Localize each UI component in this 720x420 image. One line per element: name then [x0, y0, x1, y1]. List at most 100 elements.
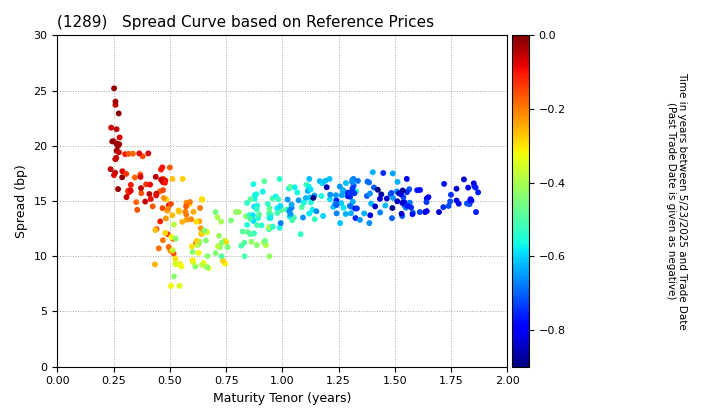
Point [334, 220, 346, 226]
Point [191, 237, 202, 244]
Point [318, 213, 329, 219]
Point [275, 220, 287, 226]
Point [411, 187, 423, 194]
Point [303, 183, 315, 190]
Point [248, 218, 259, 224]
Point [444, 198, 456, 205]
Point [414, 209, 426, 215]
Point [248, 203, 260, 210]
Point [191, 218, 202, 225]
Point [144, 181, 156, 188]
Point [364, 190, 376, 197]
Point [364, 212, 376, 219]
Point [111, 126, 122, 133]
Point [307, 207, 318, 213]
Point [181, 211, 192, 218]
Point [241, 200, 253, 206]
Point [186, 257, 198, 264]
Point [130, 199, 142, 205]
Point [245, 231, 256, 237]
Point [125, 187, 136, 194]
Point [365, 200, 377, 207]
Point [110, 155, 122, 161]
Point [150, 227, 161, 234]
Point [185, 216, 197, 223]
Point [125, 188, 136, 194]
X-axis label: Maturity Tenor (years): Maturity Tenor (years) [213, 392, 351, 405]
Point [421, 195, 433, 202]
Point [345, 203, 356, 210]
Point [113, 110, 125, 117]
Point [202, 264, 213, 271]
Point [129, 174, 140, 181]
Point [143, 150, 154, 157]
Point [153, 245, 165, 252]
Point [443, 202, 454, 209]
Point [170, 260, 181, 267]
Point [190, 239, 202, 246]
Point [309, 216, 320, 223]
Point [385, 191, 397, 197]
Point [192, 241, 204, 247]
Point [251, 241, 263, 248]
Point [117, 168, 128, 175]
Point [125, 181, 137, 188]
Point [289, 184, 300, 191]
Point [445, 192, 456, 198]
Point [109, 98, 121, 105]
Point [156, 176, 167, 183]
Point [252, 215, 264, 221]
Point [392, 198, 403, 205]
Point [160, 230, 171, 236]
Point [407, 209, 418, 216]
Point [197, 197, 208, 203]
Point [317, 180, 328, 186]
Point [253, 211, 265, 218]
Point [264, 253, 275, 260]
Point [251, 202, 263, 209]
Point [274, 176, 285, 182]
Point [304, 176, 315, 182]
Point [244, 215, 256, 222]
Point [194, 239, 205, 245]
Point [174, 283, 185, 289]
Point [309, 192, 320, 199]
Point [414, 186, 426, 193]
Point [110, 140, 122, 147]
Point [167, 176, 179, 182]
Point [352, 178, 364, 184]
Point [302, 188, 313, 194]
Point [265, 215, 276, 221]
Point [163, 202, 174, 209]
Point [283, 185, 294, 192]
Point [351, 205, 363, 212]
Point [176, 263, 187, 270]
Point [247, 212, 258, 218]
Point [350, 215, 361, 221]
Point [401, 189, 413, 195]
Point [107, 138, 118, 145]
Point [113, 149, 125, 155]
Point [364, 220, 375, 226]
Point [320, 177, 331, 184]
Point [200, 237, 212, 244]
Point [135, 185, 147, 192]
Point [150, 192, 162, 199]
Point [386, 189, 397, 196]
Point [402, 203, 413, 210]
Point [462, 184, 474, 191]
Point [258, 239, 269, 246]
Point [159, 179, 171, 186]
Point [453, 200, 464, 207]
Y-axis label: Spread (bp): Spread (bp) [15, 164, 28, 238]
Point [187, 249, 199, 255]
Point [349, 205, 361, 212]
Point [196, 231, 207, 237]
Point [112, 186, 124, 192]
Point [264, 215, 275, 221]
Point [284, 213, 295, 220]
Point [348, 190, 360, 197]
Point [166, 212, 178, 218]
Point [397, 194, 409, 200]
Point [150, 190, 162, 197]
